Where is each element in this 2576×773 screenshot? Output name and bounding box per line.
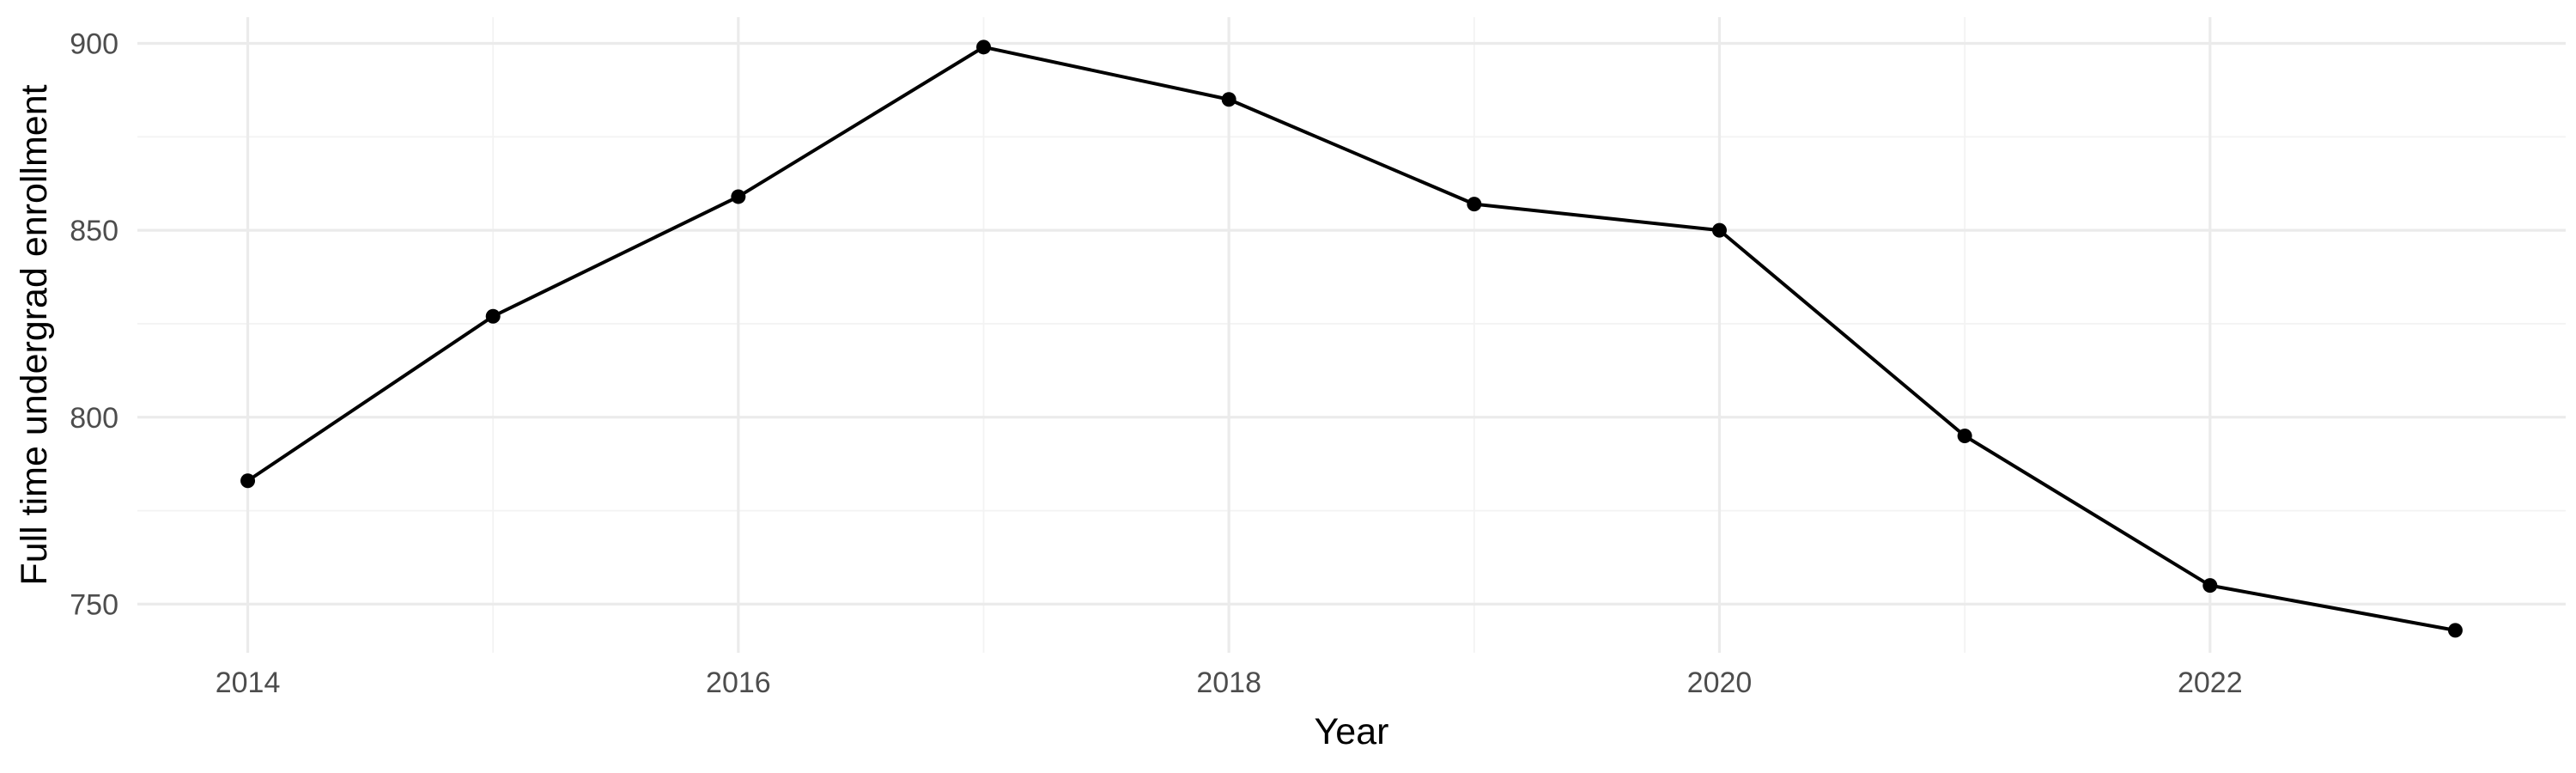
minor-gridlines xyxy=(137,17,2566,653)
major-gridlines xyxy=(137,17,2566,653)
data-point xyxy=(731,189,746,204)
x-tick-label: 2014 xyxy=(216,666,281,699)
series-line xyxy=(246,45,2456,632)
data-point xyxy=(976,40,992,55)
x-tick-label: 2016 xyxy=(706,666,771,699)
data-point xyxy=(1467,197,1482,212)
data-point xyxy=(2447,623,2463,638)
y-tick-label: 850 xyxy=(70,215,118,247)
x-tick-label: 2020 xyxy=(1687,666,1753,699)
data-point xyxy=(2202,578,2218,593)
tick-labels: 2014 2016 2018 2020 2022 750 800 850 900 xyxy=(70,27,2242,699)
y-axis-title: Full time undergrad enrollment xyxy=(14,84,55,585)
y-tick-label: 750 xyxy=(70,588,118,621)
data-point xyxy=(1957,429,1972,444)
y-tick-label: 900 xyxy=(70,27,118,60)
y-tick-label: 800 xyxy=(70,402,118,435)
x-tick-label: 2022 xyxy=(2178,666,2243,699)
data-point xyxy=(240,473,256,489)
data-point xyxy=(485,308,501,324)
data-point xyxy=(1221,92,1236,107)
x-tick-label: 2018 xyxy=(1196,666,1261,699)
data-point xyxy=(1711,222,1727,238)
x-axis-title: Year xyxy=(1315,711,1389,752)
series-group xyxy=(240,40,2463,638)
